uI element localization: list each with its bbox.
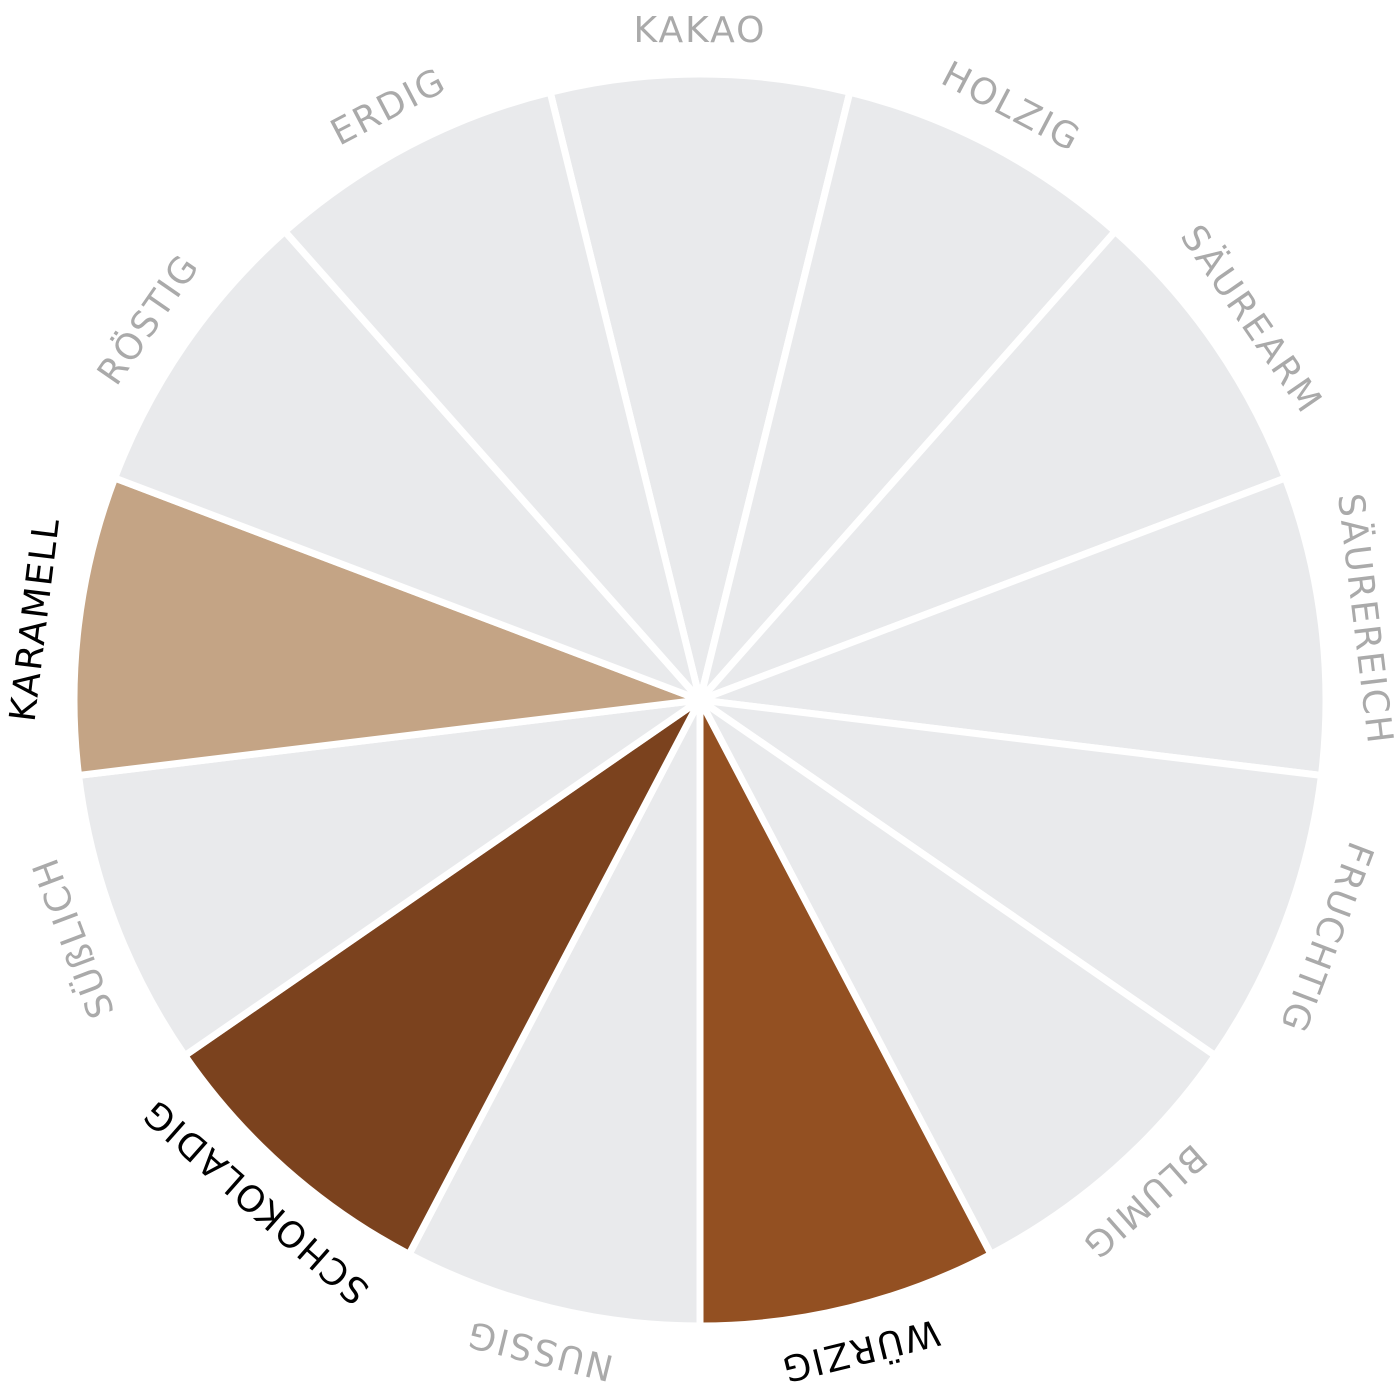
segment-label: KAKAO: [634, 10, 767, 51]
wheel-segment: [111, 227, 704, 704]
wheel-segment: [696, 696, 1219, 1258]
wheel-segment: [181, 696, 704, 1258]
wheel-segment: [281, 88, 704, 704]
wheel-segment: [546, 70, 854, 704]
segment-label: KARAMELL: [3, 515, 68, 724]
wheel-segment: [75, 696, 704, 1060]
wheel-segment: [696, 696, 1325, 1060]
wheel-segment: [696, 474, 1330, 779]
wheel-segment: [405, 696, 704, 1330]
wheel-segment: [696, 88, 1119, 704]
wheel-segment: [696, 227, 1289, 704]
segment-label: WÜRZIG: [777, 1311, 944, 1391]
wheel-segment: [70, 474, 704, 779]
segment-label: NUSSIG: [462, 1312, 617, 1388]
wheel-segment: [696, 696, 995, 1330]
segment-label: SÄUREREICH: [1329, 491, 1400, 747]
